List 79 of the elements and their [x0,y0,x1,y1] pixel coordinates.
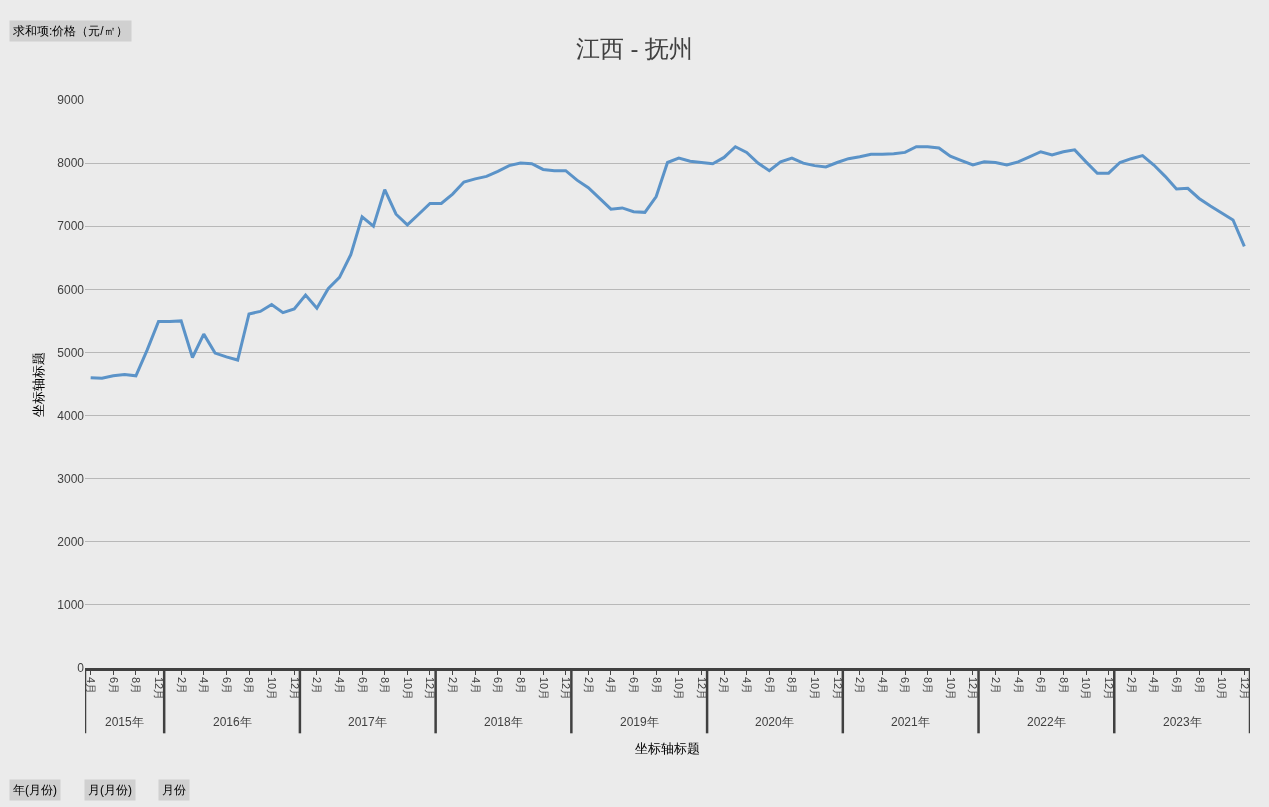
x-tick-label: 4月 [605,676,618,695]
x-tick-label: 12月 [288,676,301,701]
x-tick-label: 12月 [152,676,165,701]
x-tick-label: 4月 [1148,676,1161,695]
x-tick-label: 8月 [1193,676,1206,695]
x-axis-title: 坐标轴标题 [635,740,700,756]
x-tick-label: 8月 [379,676,392,695]
line-series [89,145,1246,380]
x-tick-label: 6月 [1170,676,1183,695]
x-tick-label: 4月 [741,676,754,695]
x-tick-label: 2月 [311,676,324,695]
x-tick-label: 10月 [944,676,957,701]
x-tick-label: 4月 [1012,676,1025,695]
x-tick-label: 12月 [967,676,980,701]
x-tick-label: 2月 [1125,676,1138,695]
y-tick-label: 8000 [57,156,85,171]
y-tick-label: 5000 [57,345,85,360]
y-axis-title: 坐标轴标题 [31,351,47,417]
y-tick-label: 1000 [57,598,85,613]
x-tick-label: 4月 [198,676,211,695]
chart-title: 江西 - 抚州 [575,34,694,62]
text: 2018年 [484,715,523,729]
x-tick-label: 8月 [514,676,527,695]
text: 月份 [162,783,186,797]
x-tick-label: 8月 [786,676,799,695]
y-tick-label: 6000 [57,282,85,297]
x-tick-label: 10月 [401,676,414,701]
text: 2021年 [891,715,930,729]
y-tick-label: 2000 [57,534,85,549]
y-tick-label: 9000 [57,93,85,108]
text: 求和项:价格（元/㎡） [13,24,128,38]
x-tick-label: 10月 [1080,676,1093,701]
x-tick-label: 6月 [627,676,640,695]
text: 2017年 [348,715,387,729]
x-tick-label: 8月 [243,676,256,695]
text: 年(月份) [13,783,57,797]
x-tick-label: 2月 [854,676,867,695]
x-tick-label: 12月 [695,676,708,701]
text: 月(月份) [88,783,132,797]
x-tick-label: 6月 [1035,676,1048,695]
text: 2019年 [620,715,659,729]
x-tick-label: 12月 [424,676,437,701]
x-tick-label: 4月 [876,676,889,695]
x-tick-label: 2月 [582,676,595,695]
y-tick-label: 0 [77,661,85,676]
x-tick-label: 6月 [763,676,776,695]
x-tick-label: 8月 [1057,676,1070,695]
x-tick-label: 10月 [673,676,686,701]
x-tick-label: 10月 [537,676,550,701]
x-tick-label: 12月 [1238,676,1251,701]
text: 2020年 [755,715,794,729]
x-tick-label: 8月 [922,676,935,695]
y-tick-label: 7000 [57,219,85,234]
text: 2022年 [1027,715,1066,729]
x-tick-label: 2月 [989,676,1002,695]
x-tick-label: 4月 [85,676,98,695]
x-tick-label: 6月 [899,676,912,695]
x-tick-label: 4月 [333,676,346,695]
x-tick-label: 6月 [107,676,120,695]
x-tick-label: 8月 [650,676,663,695]
y-tick-label: 3000 [57,471,85,486]
x-tick-label: 6月 [492,676,505,695]
x-tick-label: 4月 [469,676,482,695]
x-tick-label: 8月 [130,676,143,695]
text: 2023年 [1163,715,1202,729]
x-tick-label: 6月 [356,676,369,695]
y-tick-label: 4000 [57,408,85,423]
x-tick-label: 6月 [220,676,233,695]
x-tick-label: 10月 [1216,676,1229,701]
x-tick-label: 2月 [718,676,731,695]
x-tick-label: 2月 [175,676,188,695]
text: 2016年 [213,715,252,729]
x-tick-label: 10月 [266,676,279,701]
x-tick-label: 10月 [808,676,821,701]
text: 2015年 [105,715,144,729]
x-tick-label: 2月 [447,676,460,695]
x-tick-label: 12月 [560,676,573,701]
x-tick-label: 12月 [831,676,844,701]
x-tick-label: 12月 [1103,676,1116,701]
